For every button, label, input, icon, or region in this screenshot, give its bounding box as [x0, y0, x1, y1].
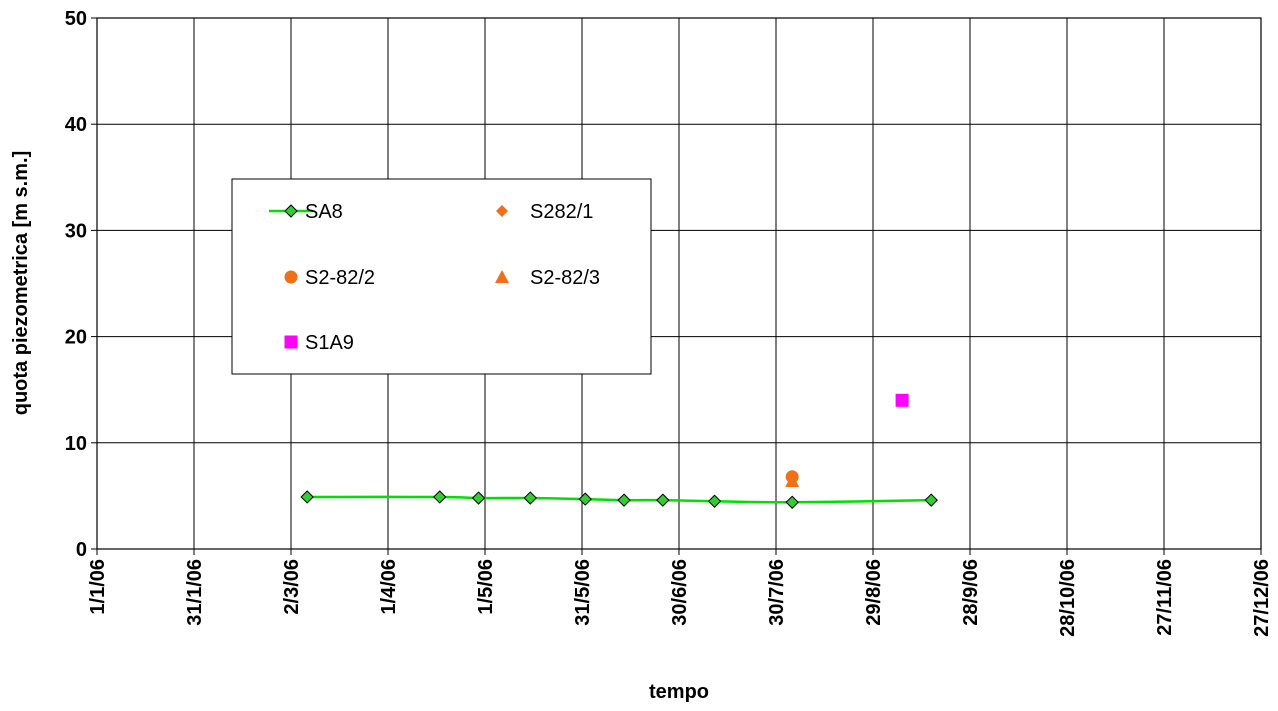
y-tick-label: 50 — [65, 8, 87, 30]
legend-items: SA8 S282/1 S2-82/2 S2-82/3 S1A9 — [269, 201, 600, 354]
legend-marker — [284, 270, 298, 284]
series-s1a9 — [895, 393, 909, 407]
x-axis-ticks: 1/1/06 31/1/06 2/3/06 1/4/06 1/5/06 31/5/06 30… — [87, 549, 1273, 637]
y-tick-label: 20 — [65, 327, 87, 349]
legend-item-s282-1: S282/1 — [496, 201, 593, 223]
x-tick-label: 28/9/06 — [960, 559, 982, 626]
x-tick-label: 28/10/06 — [1057, 559, 1079, 637]
data-point — [707, 494, 722, 508]
y-tick-label: 0 — [76, 539, 87, 561]
series-sa8 — [300, 490, 938, 509]
x-tick-label: 29/8/06 — [863, 559, 885, 626]
legend-marker — [496, 205, 508, 217]
legend-item-s1a9: S1A9 — [284, 332, 354, 354]
data-point — [523, 491, 537, 505]
data-point — [578, 492, 592, 506]
legend-item-s2-82-2: S2-82/2 — [284, 267, 375, 289]
data-point — [656, 493, 670, 507]
legend-marker — [495, 270, 509, 283]
legend-item-s2-82-3: S2-82/3 — [495, 267, 600, 289]
data-point — [471, 491, 486, 505]
y-axis-ticks: 0 10 20 30 40 50 — [65, 8, 97, 561]
x-tick-label: 30/7/06 — [766, 559, 788, 626]
x-tick-label: 27/12/06 — [1251, 559, 1273, 637]
legend: SA8 S282/1 S2-82/2 S2-82/3 S1A9 — [231, 178, 652, 375]
legend-item-sa8: SA8 — [269, 201, 343, 223]
data-point — [785, 474, 800, 488]
legend-marker — [284, 335, 298, 349]
y-axis-title: quota piezometrica [m s.m.] — [10, 151, 32, 416]
x-tick-label: 1/1/06 — [87, 559, 109, 615]
x-tick-label: 1/4/06 — [378, 559, 400, 615]
y-tick-label: 30 — [65, 220, 87, 242]
series-s2-82-3 — [785, 474, 800, 488]
x-tick-label: 30/6/06 — [669, 559, 691, 626]
x-tick-label: 2/3/06 — [281, 559, 303, 615]
legend-label: S2-82/3 — [530, 267, 600, 289]
data-point — [924, 493, 938, 507]
series-line — [307, 495, 932, 504]
legend-label: S1A9 — [305, 332, 354, 354]
series-layer — [300, 393, 938, 509]
x-axis-title: tempo — [649, 681, 709, 703]
x-tick-label: 27/11/06 — [1154, 559, 1176, 636]
data-point — [895, 393, 909, 407]
legend-label: S282/1 — [530, 201, 593, 223]
data-point — [785, 495, 799, 509]
x-tick-label: 1/5/06 — [475, 559, 497, 615]
data-point — [617, 493, 631, 507]
legend-label: S2-82/2 — [305, 267, 375, 289]
legend-label: SA8 — [305, 201, 343, 223]
x-tick-label: 31/5/06 — [572, 559, 594, 626]
data-point — [300, 490, 314, 504]
data-point — [433, 490, 447, 504]
legend-marker — [284, 204, 298, 218]
y-tick-label: 40 — [65, 114, 87, 136]
x-tick-label: 31/1/06 — [184, 559, 206, 626]
y-tick-label: 10 — [65, 433, 87, 455]
